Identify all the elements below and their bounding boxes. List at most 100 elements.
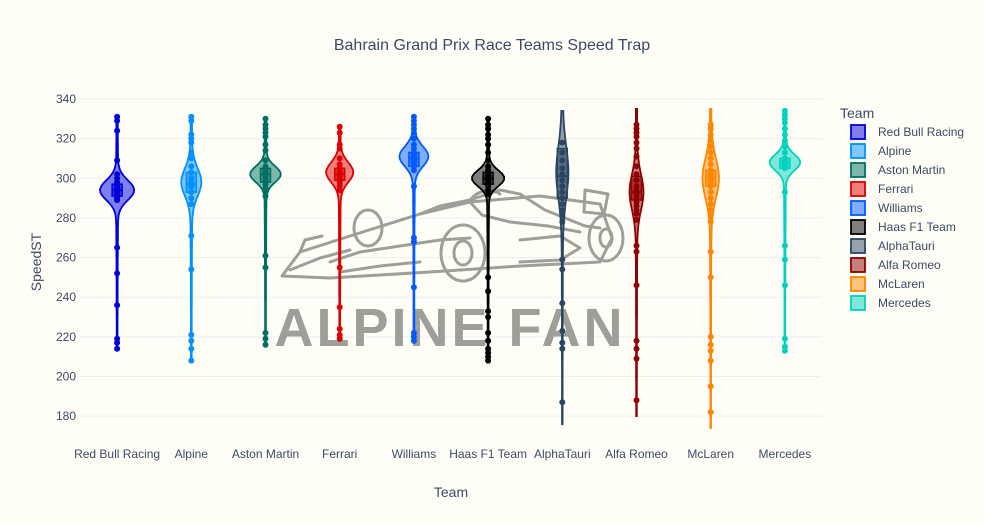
data-point (336, 325, 343, 332)
legend-label: Red Bull Racing (878, 125, 964, 139)
data-point (485, 115, 492, 122)
data-point (707, 274, 714, 281)
data-point (262, 133, 269, 140)
data-point (559, 345, 566, 352)
data-point (114, 244, 121, 251)
legend-item[interactable]: Williams (850, 200, 923, 216)
data-point (188, 183, 195, 190)
data-point (485, 157, 492, 164)
data-point (707, 149, 714, 156)
violin-alpine[interactable] (180, 113, 203, 364)
violin-red-bull-racing[interactable] (99, 113, 136, 352)
data-point (188, 117, 195, 124)
violin-ferrari[interactable] (325, 123, 355, 342)
data-point (262, 264, 269, 271)
violin-alfa-romeo[interactable] (628, 107, 645, 418)
data-point (485, 329, 492, 336)
data-point (188, 169, 195, 176)
data-point (188, 149, 195, 156)
data-point (707, 212, 714, 219)
legend-swatch (850, 124, 866, 140)
data-point (559, 165, 566, 172)
data-point (188, 201, 195, 207)
legend-swatch (850, 219, 866, 235)
legend-item[interactable]: Red Bull Racing (850, 124, 964, 140)
y-tick-label: 340 (56, 92, 76, 106)
legend[interactable]: Team Red Bull Racing Alpine Aston Martin Fe… (840, 105, 964, 311)
y-tick-label: 240 (56, 290, 76, 304)
data-point (485, 141, 492, 148)
x-tick-label: Alpine (175, 447, 209, 461)
data-point (559, 189, 566, 196)
violin-alphatauri[interactable] (555, 109, 570, 426)
data-point (559, 256, 566, 263)
x-tick-label: Red Bull Racing (74, 447, 160, 461)
data-point (559, 149, 566, 156)
data-point (559, 300, 566, 307)
data-point (707, 161, 714, 168)
data-point (188, 345, 195, 352)
data-point (410, 135, 417, 142)
legend-item[interactable]: McLaren (850, 276, 925, 292)
data-point (781, 149, 788, 156)
data-point (188, 357, 195, 364)
data-point (262, 147, 269, 154)
violin-mercedes[interactable] (768, 107, 802, 354)
data-point (707, 357, 714, 364)
violin-aston-martin[interactable] (249, 115, 282, 348)
data-point (114, 157, 121, 164)
legend-label: Alfa Romeo (878, 258, 941, 272)
data-point (633, 139, 640, 146)
data-point (559, 327, 566, 334)
data-point (485, 125, 492, 132)
violin-mclaren[interactable] (701, 107, 720, 429)
y-tick-label: 300 (56, 171, 76, 185)
legend-label: AlphaTauri (878, 239, 935, 253)
data-point (559, 266, 566, 273)
x-tick-label: AlphaTauri (534, 447, 591, 461)
legend-item[interactable]: Aston Martin (850, 162, 945, 178)
data-point (336, 304, 343, 311)
data-point (633, 242, 640, 249)
legend-swatch (850, 181, 866, 197)
violins (99, 107, 802, 429)
legend-item[interactable]: Alpine (850, 143, 912, 159)
data-point (262, 335, 269, 342)
data-point (633, 345, 640, 352)
legend-item[interactable]: Alfa Romeo (850, 257, 941, 273)
data-point (781, 119, 788, 126)
data-point (707, 189, 714, 196)
x-tick-labels: Red Bull Racing Alpine Aston Martin Ferrari… (74, 447, 811, 461)
data-point (188, 337, 195, 344)
legend-swatch (850, 257, 866, 273)
data-point (707, 137, 714, 144)
data-point (410, 183, 417, 190)
data-point (485, 274, 492, 281)
data-point (114, 345, 121, 352)
data-point (262, 193, 269, 200)
data-point (559, 218, 566, 225)
data-point (336, 264, 343, 271)
data-point (559, 207, 566, 213)
data-point (262, 341, 269, 348)
data-point (114, 197, 121, 204)
data-point (707, 201, 714, 207)
data-point (114, 270, 121, 277)
data-point (188, 139, 195, 146)
legend-swatch (850, 295, 866, 311)
watermark-text: ALPINE FAN (274, 298, 625, 358)
data-point (262, 157, 269, 164)
violin-williams[interactable] (398, 113, 430, 344)
violin-body[interactable] (701, 107, 720, 429)
legend-item[interactable]: Ferrari (850, 181, 913, 197)
data-point (707, 183, 714, 190)
legend-item[interactable]: AlphaTauri (850, 238, 935, 254)
legend-label: Alpine (878, 144, 912, 158)
data-point (707, 155, 714, 162)
legend-label: Ferrari (878, 182, 913, 196)
legend-item[interactable]: Haas F1 Team (850, 219, 956, 235)
data-point (707, 383, 714, 390)
legend-item[interactable]: Mercedes (850, 295, 931, 311)
violin-haas-f1-team[interactable] (471, 115, 505, 364)
